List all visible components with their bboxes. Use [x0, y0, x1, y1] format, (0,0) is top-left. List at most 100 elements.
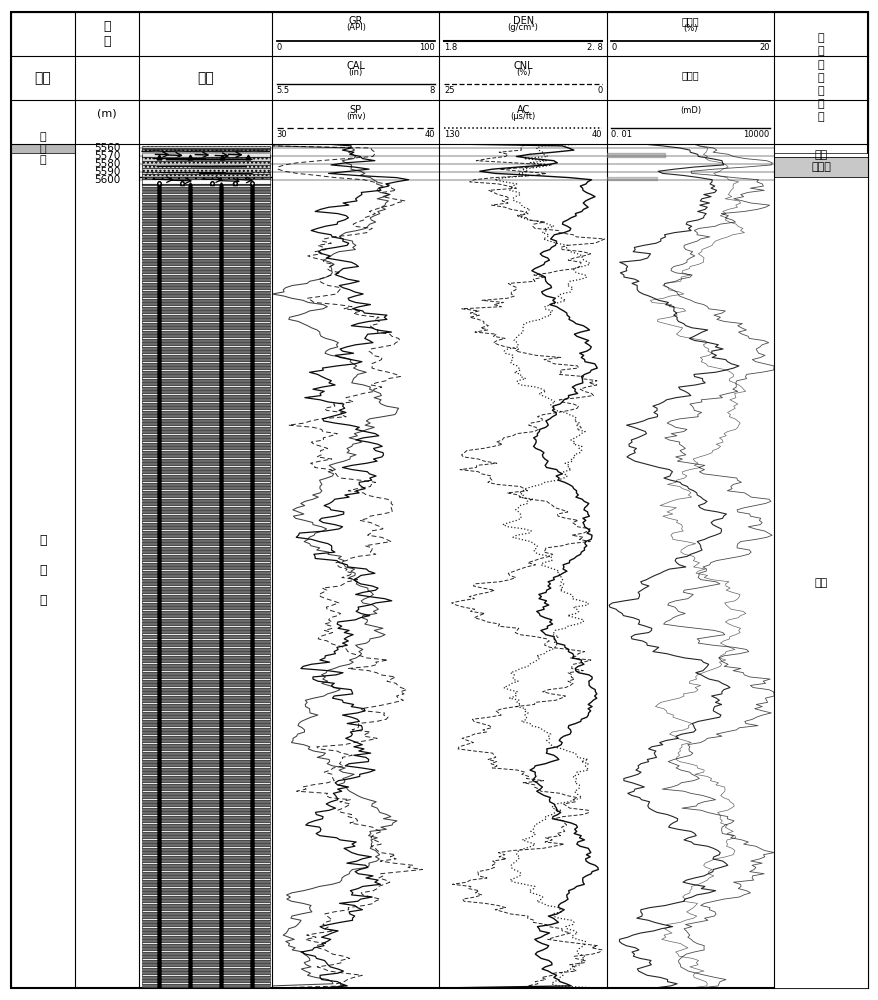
Text: 裂缝: 裂缝: [814, 150, 827, 160]
Bar: [141, 581, 270, 582]
Bar: [141, 846, 270, 848]
Bar: [141, 805, 270, 806]
Bar: [141, 645, 270, 646]
Bar: [141, 906, 270, 907]
Bar: [141, 926, 270, 928]
Bar: [141, 414, 270, 415]
Bar: [141, 904, 270, 905]
Bar: [141, 237, 270, 238]
Text: 0: 0: [596, 86, 601, 95]
Bar: [141, 401, 270, 403]
Bar: [141, 662, 270, 664]
Bar: [141, 478, 270, 479]
Bar: [141, 910, 270, 912]
Bar: [141, 854, 270, 856]
Text: 层位: 层位: [34, 71, 51, 85]
Bar: [141, 958, 270, 960]
Bar: [141, 240, 270, 241]
Bar: [141, 355, 270, 356]
Bar: [141, 882, 270, 883]
Bar: [141, 197, 270, 198]
Bar: [141, 408, 270, 409]
Text: (API): (API): [346, 23, 365, 32]
Bar: [141, 336, 270, 337]
Bar: [141, 693, 270, 694]
Bar: [141, 235, 270, 236]
Bar: [141, 930, 270, 931]
Bar: [141, 213, 270, 214]
Text: 0: 0: [277, 43, 282, 52]
Bar: [141, 784, 270, 785]
Bar: [141, 973, 270, 974]
Text: 40: 40: [591, 130, 601, 139]
Bar: [141, 712, 270, 713]
Bar: [141, 157, 270, 161]
Bar: [141, 265, 270, 267]
Bar: [141, 184, 270, 185]
Bar: [141, 251, 270, 252]
Bar: [141, 376, 270, 377]
Bar: [141, 822, 270, 824]
Bar: [141, 264, 270, 265]
Bar: [141, 203, 270, 204]
Bar: [141, 453, 270, 454]
Bar: [141, 696, 270, 697]
Bar: [141, 189, 270, 190]
Bar: [141, 227, 270, 228]
Bar: [141, 653, 270, 654]
Text: 100: 100: [419, 43, 435, 52]
Text: (mv): (mv): [346, 112, 365, 121]
Bar: [141, 525, 270, 526]
Bar: [141, 739, 270, 740]
Bar: [141, 778, 270, 779]
Bar: [141, 858, 270, 859]
Bar: [141, 986, 270, 987]
Bar: [141, 611, 270, 612]
Bar: [141, 219, 270, 220]
Bar: [141, 589, 270, 590]
Bar: [141, 438, 270, 439]
Bar: [141, 248, 270, 249]
Bar: [141, 305, 270, 307]
Bar: [141, 738, 270, 739]
Bar: [141, 736, 270, 737]
Bar: [141, 954, 270, 955]
Bar: [141, 624, 270, 625]
Bar: [141, 794, 270, 795]
Bar: [141, 651, 270, 652]
Bar: [141, 970, 270, 971]
Bar: [141, 752, 270, 753]
Bar: [141, 285, 270, 286]
Bar: [141, 333, 270, 334]
Bar: [141, 837, 270, 838]
Bar: [141, 918, 270, 920]
Bar: [141, 205, 270, 206]
Bar: [141, 853, 270, 854]
Bar: [141, 762, 270, 763]
Bar: [141, 974, 270, 976]
Bar: [141, 600, 270, 601]
Bar: [141, 361, 270, 363]
Text: AC: AC: [516, 105, 529, 115]
Text: 8: 8: [429, 86, 435, 95]
Bar: [141, 350, 270, 351]
Bar: [141, 609, 270, 611]
Bar: [141, 936, 270, 937]
Text: 深
度: 深 度: [104, 20, 111, 48]
Text: GR: GR: [349, 16, 363, 26]
Bar: [141, 802, 270, 803]
Bar: [141, 326, 270, 327]
Bar: [141, 261, 270, 262]
Bar: [141, 648, 270, 649]
Bar: [141, 512, 270, 513]
Bar: [141, 715, 270, 716]
Bar: [141, 931, 270, 932]
Bar: [141, 795, 270, 796]
Bar: [141, 957, 270, 958]
Bar: [141, 643, 270, 644]
Bar: [141, 659, 270, 660]
Bar: [141, 416, 270, 417]
Bar: [141, 592, 270, 593]
Bar: [141, 542, 270, 543]
Bar: [141, 238, 270, 239]
